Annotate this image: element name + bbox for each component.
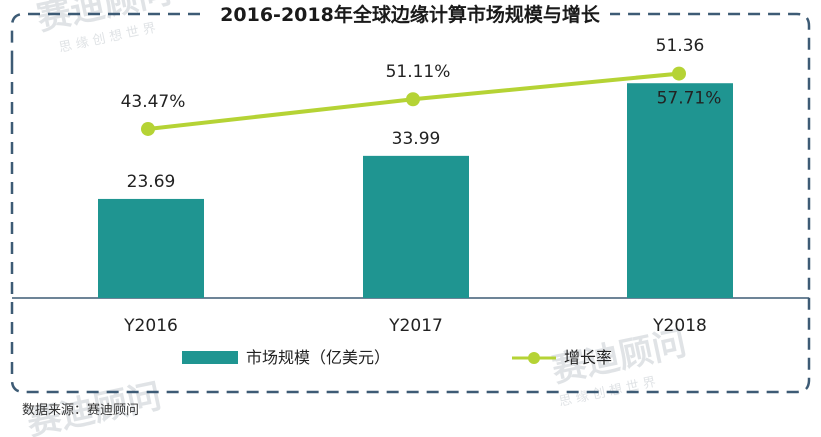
watermark-top-left: 赛迪顾问 思 缘 创 想 世 界: [34, 0, 175, 56]
chart-title: 2016-2018年全球边缘计算市场规模与增长: [220, 3, 601, 26]
bar-value-label-Y2016: 23.69: [127, 172, 176, 192]
line-series: 43.47% 51.11% 57.71%: [121, 62, 722, 136]
source-note: 数据来源：赛迪顾问: [22, 402, 139, 418]
bar-Y2018: [627, 83, 733, 298]
line-point-Y2017: [406, 92, 420, 107]
bar-series: 23.69 33.99 51.36: [98, 36, 733, 298]
x-axis-labels: Y2016 Y2017 Y2018: [123, 316, 707, 336]
legend-line-label: 增长率: [564, 348, 612, 367]
chart-frame: [10, 12, 811, 394]
bar-value-label-Y2018: 51.36: [656, 36, 705, 56]
line-point-Y2016: [141, 121, 155, 136]
x-tick-label-Y2018: Y2018: [652, 316, 707, 336]
legend-bar-label: 市场规模（亿美元）: [246, 348, 390, 367]
line-point-Y2018: [672, 66, 686, 81]
line-value-label-Y2016: 43.47%: [121, 92, 186, 112]
legend-bar-swatch: [182, 351, 238, 364]
x-tick-label-Y2016: Y2016: [123, 316, 178, 336]
line-value-label-Y2018: 57.71%: [657, 89, 722, 109]
bar-value-label-Y2017: 33.99: [392, 129, 441, 149]
line-value-label-Y2017: 51.11%: [386, 62, 451, 82]
bar-Y2017: [363, 155, 469, 298]
bar-Y2016: [98, 198, 204, 298]
legend-line-marker: [528, 352, 540, 364]
x-tick-label-Y2017: Y2017: [388, 316, 443, 336]
legend: 市场规模（亿美元） 增长率: [182, 348, 612, 367]
